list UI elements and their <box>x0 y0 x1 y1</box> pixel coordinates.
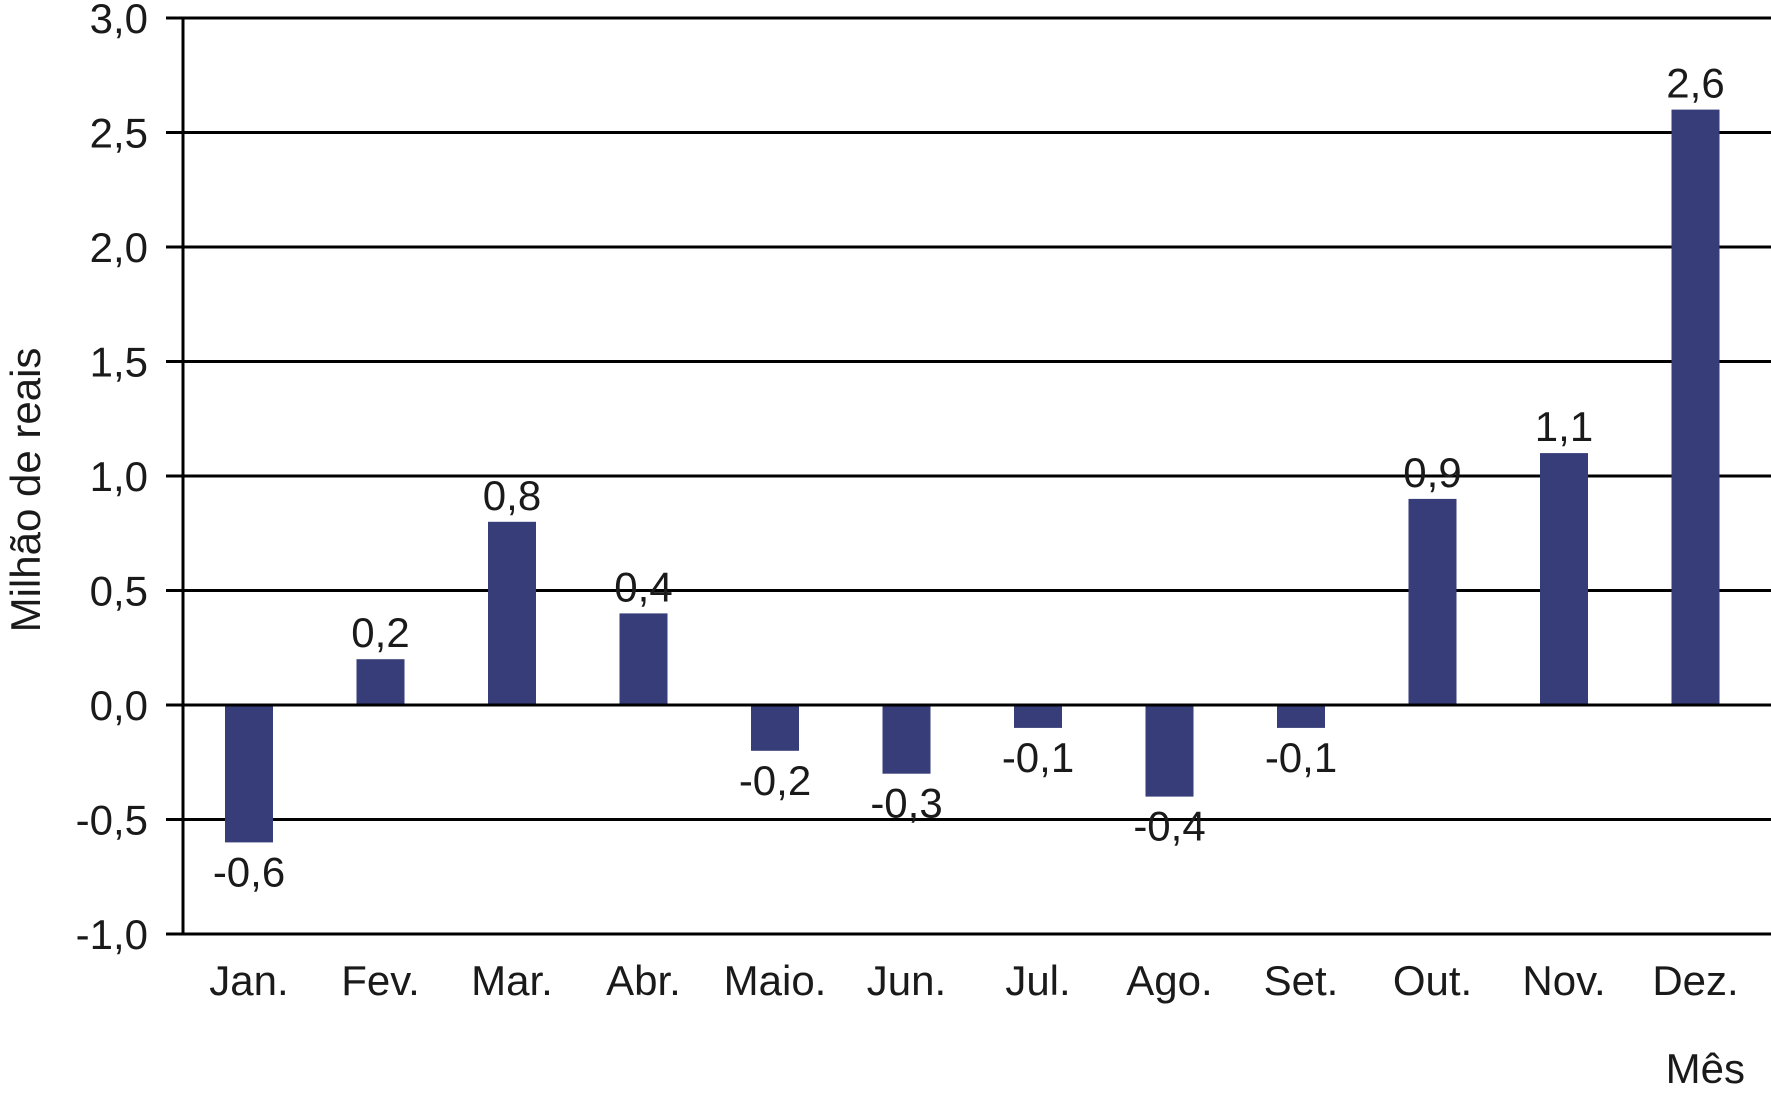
bar-7 <box>1014 705 1062 728</box>
data-label: 0,2 <box>351 609 409 656</box>
x-category-label: Nov. <box>1522 957 1605 1004</box>
y-tick-labels: -1,0 -0,5 0,0 0,5 1,0 1,5 2,0 2,5 3,0 <box>76 0 148 958</box>
bar-3 <box>488 521 536 705</box>
x-category-label: Jan. <box>209 957 288 1004</box>
gridlines <box>183 16 1771 936</box>
y-tick-label: 1,5 <box>90 339 148 386</box>
bar-12 <box>1671 109 1720 706</box>
y-tick-label: 3,0 <box>90 0 148 42</box>
y-tick-label: 2,0 <box>90 224 148 271</box>
y-tick-label: 1,0 <box>90 453 148 500</box>
data-label: -0,4 <box>1133 803 1205 850</box>
x-category-label: Out. <box>1393 957 1472 1004</box>
data-label: 0,8 <box>483 472 541 519</box>
y-tick-label: -1,0 <box>76 911 148 958</box>
bars <box>225 109 1720 843</box>
x-category-label: Jun. <box>867 957 946 1004</box>
x-category-label: Ago. <box>1126 957 1212 1004</box>
bar-11 <box>1540 453 1588 705</box>
data-label: -0,2 <box>739 757 811 804</box>
y-tick-label: -0,5 <box>76 797 148 844</box>
axes <box>166 16 1771 936</box>
x-category-label: Dez. <box>1652 957 1738 1004</box>
data-label: 1,1 <box>1535 403 1593 450</box>
bar-4 <box>619 613 668 705</box>
data-label: -0,6 <box>213 848 285 895</box>
x-category-label: Fev. <box>341 957 420 1004</box>
x-category-labels: Jan. Fev. Mar. Abr. Maio. Jun. Jul. Ago. Set. Out… <box>209 957 1738 1004</box>
y-tick-label: 2,5 <box>90 110 148 157</box>
data-label: 0,4 <box>614 563 672 610</box>
bar-6 <box>882 705 931 774</box>
y-axis-title: Milhão de reais <box>2 348 49 633</box>
x-category-label: Set. <box>1264 957 1339 1004</box>
x-axis-title: Mês <box>1666 1045 1745 1092</box>
bar-1 <box>225 705 273 843</box>
y-tick-label: 0,0 <box>90 682 148 729</box>
bar-10 <box>1408 498 1457 705</box>
data-label: 2,6 <box>1666 60 1724 107</box>
x-category-label: Jul. <box>1005 957 1070 1004</box>
data-label: -0,1 <box>1265 734 1337 781</box>
bar-8 <box>1145 705 1194 797</box>
data-label: -0,3 <box>870 780 942 827</box>
x-category-label: Maio. <box>724 957 827 1004</box>
data-label: -0,1 <box>1002 734 1074 781</box>
bar-5 <box>751 705 799 751</box>
x-category-label: Abr. <box>606 957 681 1004</box>
data-label: 0,9 <box>1403 449 1461 496</box>
data-labels: -0,6 0,2 0,8 0,4 -0,2 -0,3 -0,1 -0,4 -0,1 0,9 1,1 2… <box>213 60 1725 896</box>
y-tick-label: 0,5 <box>90 568 148 615</box>
x-category-label: Mar. <box>471 957 553 1004</box>
bar-9 <box>1277 705 1325 728</box>
bar-2 <box>356 659 405 705</box>
